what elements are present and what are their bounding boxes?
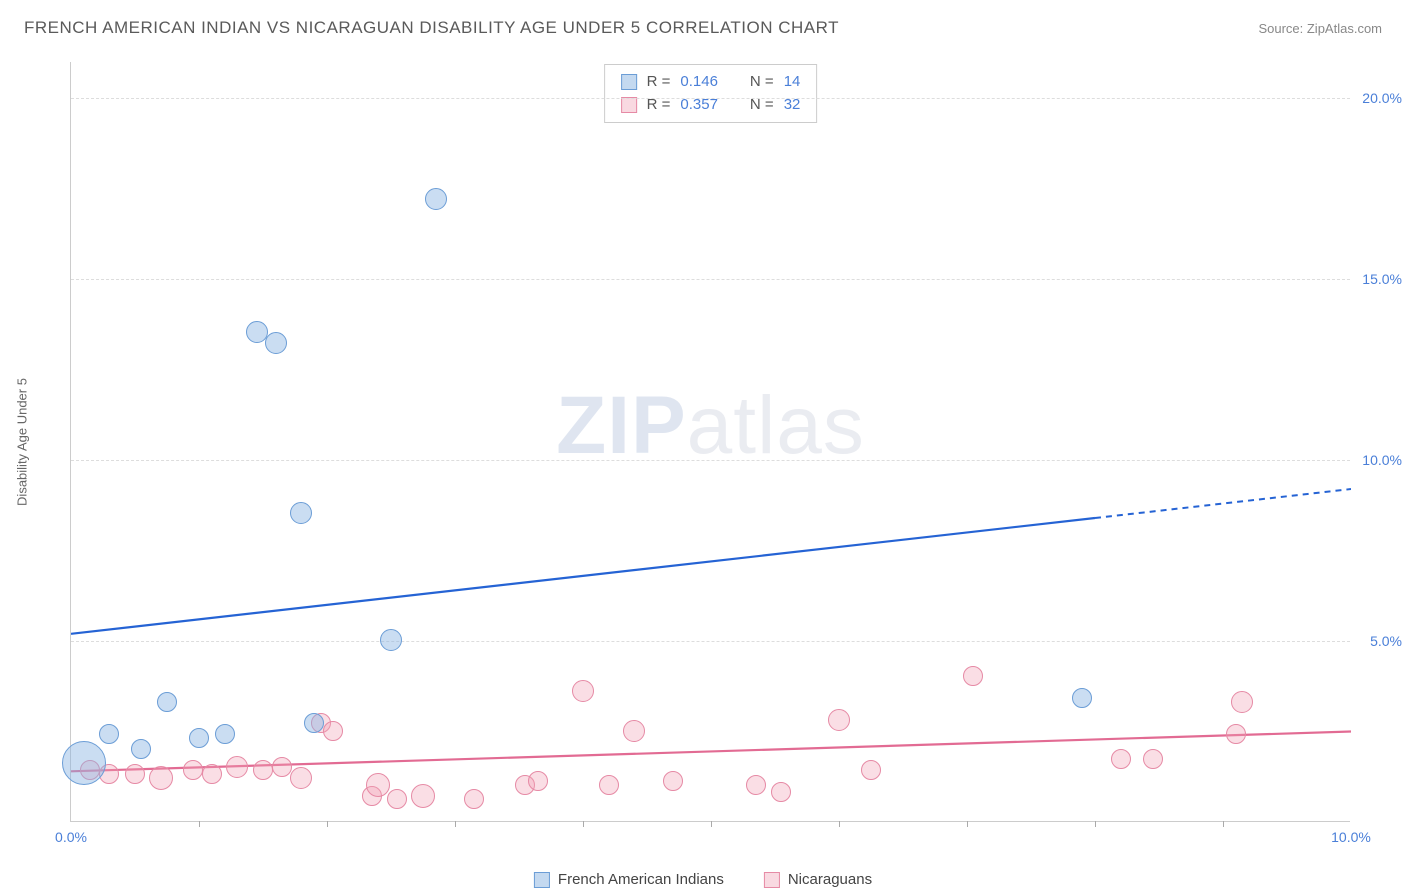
x-tick-label: 10.0% — [1331, 829, 1371, 845]
chart-title: FRENCH AMERICAN INDIAN VS NICARAGUAN DIS… — [24, 18, 839, 38]
watermark-atlas: atlas — [687, 380, 865, 471]
data-point-pink — [411, 784, 435, 808]
data-point-pink — [572, 680, 594, 702]
n-value: 32 — [784, 94, 801, 117]
swatch-pink — [764, 872, 780, 888]
data-point-blue — [99, 724, 119, 744]
data-point-pink — [861, 760, 881, 780]
data-point-blue — [131, 739, 151, 759]
data-point-blue — [62, 741, 106, 785]
r-value: 0.357 — [680, 94, 718, 117]
gridline — [71, 279, 1350, 280]
r-label: R = — [647, 94, 671, 117]
y-tick-label: 20.0% — [1362, 90, 1402, 106]
data-point-blue — [189, 728, 209, 748]
data-point-pink — [599, 775, 619, 795]
x-minor-tick — [967, 821, 968, 827]
plot-area: ZIPatlas R =0.146N =14R =0.357N =32 5.0%… — [70, 62, 1350, 822]
data-point-pink — [183, 760, 203, 780]
y-tick-label: 15.0% — [1362, 271, 1402, 287]
correlation-chart: Disability Age Under 5 ZIPatlas R =0.146… — [50, 62, 1380, 822]
data-point-pink — [1111, 749, 1131, 769]
n-label: N = — [750, 71, 774, 94]
source-attribution: Source: ZipAtlas.com — [1258, 21, 1382, 36]
data-point-blue — [380, 629, 402, 651]
data-point-blue — [304, 713, 324, 733]
data-point-pink — [828, 709, 850, 731]
data-point-pink — [1143, 749, 1163, 769]
data-point-pink — [253, 760, 273, 780]
data-point-blue — [1072, 688, 1092, 708]
data-point-blue — [425, 188, 447, 210]
n-value: 14 — [784, 71, 801, 94]
gridline — [71, 98, 1350, 99]
y-tick-label: 10.0% — [1362, 452, 1402, 468]
data-point-pink — [663, 771, 683, 791]
x-minor-tick — [583, 821, 584, 827]
x-minor-tick — [455, 821, 456, 827]
x-minor-tick — [327, 821, 328, 827]
data-point-pink — [528, 771, 548, 791]
gridline — [71, 460, 1350, 461]
legend-item: Nicaraguans — [764, 871, 872, 888]
data-point-pink — [226, 756, 248, 778]
data-point-pink — [1226, 724, 1246, 744]
data-point-blue — [215, 724, 235, 744]
x-tick-label: 0.0% — [55, 829, 87, 845]
data-point-blue — [290, 502, 312, 524]
data-point-pink — [272, 757, 292, 777]
data-point-pink — [623, 720, 645, 742]
swatch-blue — [621, 74, 637, 90]
y-tick-label: 5.0% — [1370, 633, 1402, 649]
n-label: N = — [750, 94, 774, 117]
data-point-pink — [290, 767, 312, 789]
x-minor-tick — [199, 821, 200, 827]
data-point-pink — [323, 721, 343, 741]
x-minor-tick — [1095, 821, 1096, 827]
data-point-pink — [387, 789, 407, 809]
r-value: 0.146 — [680, 71, 718, 94]
trend-line — [71, 62, 1351, 822]
chart-header: FRENCH AMERICAN INDIAN VS NICARAGUAN DIS… — [0, 0, 1406, 46]
data-point-pink — [366, 773, 390, 797]
bottom-legend: French American Indians Nicaraguans — [534, 871, 872, 888]
x-minor-tick — [1223, 821, 1224, 827]
trend-line — [71, 62, 1351, 822]
data-point-pink — [202, 764, 222, 784]
data-point-pink — [149, 766, 173, 790]
data-point-pink — [963, 666, 983, 686]
gridline — [71, 641, 1350, 642]
data-point-pink — [1231, 691, 1253, 713]
data-point-pink — [464, 789, 484, 809]
data-point-pink — [125, 764, 145, 784]
x-minor-tick — [839, 821, 840, 827]
data-point-blue — [157, 692, 177, 712]
stats-row: R = 0.146 N = 14 — [621, 71, 801, 94]
data-point-pink — [746, 775, 766, 795]
swatch-blue — [534, 872, 550, 888]
legend-label: Nicaraguans — [788, 871, 872, 888]
legend-item: French American Indians — [534, 871, 724, 888]
data-point-blue — [265, 332, 287, 354]
stats-box: R = 0.146 N = 14 R = 0.357 N = 32 — [604, 64, 818, 123]
legend-label: French American Indians — [558, 871, 724, 888]
stats-row: R = 0.357 N = 32 — [621, 94, 801, 117]
y-axis-label: Disability Age Under 5 — [15, 378, 30, 506]
x-minor-tick — [711, 821, 712, 827]
watermark-zip: ZIP — [556, 380, 687, 471]
r-label: R = — [647, 71, 671, 94]
data-point-pink — [771, 782, 791, 802]
